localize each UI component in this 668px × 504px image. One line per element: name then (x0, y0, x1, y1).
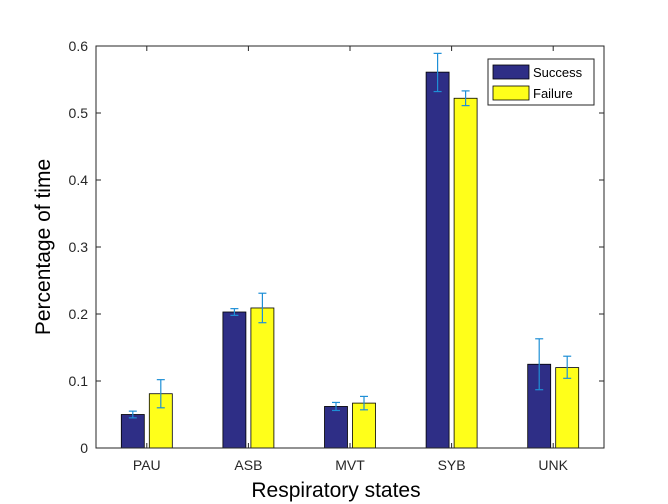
x-tick-label: ASB (234, 457, 262, 473)
y-tick-label: 0 (80, 440, 88, 456)
bar-success-mvt (324, 406, 348, 449)
y-tick-label: 0.3 (69, 239, 89, 255)
plot-area (96, 46, 604, 448)
legend: Success Failure (487, 58, 595, 106)
bar-failure-asb (250, 307, 275, 449)
y-axis: 0 0.1 0.2 0.3 0.4 0.5 0.6 (69, 38, 604, 456)
x-tick-label: PAU (133, 457, 161, 473)
x-tick-label: UNK (538, 457, 568, 473)
legend-swatch-success (492, 64, 530, 80)
y-tick-label: 0.2 (69, 306, 89, 322)
bar-failure-syb (453, 97, 478, 449)
bars-group (120, 71, 580, 449)
legend-label-success: Success (533, 65, 583, 80)
error-bars-group (128, 52, 572, 419)
x-tick-label: SYB (438, 457, 466, 473)
legend-label-failure: Failure (533, 86, 573, 101)
bar-success-pau (120, 414, 145, 449)
legend-swatch-failure (492, 85, 530, 101)
y-axis-label: Percentage of time (32, 159, 55, 335)
bar-failure-unk (555, 367, 580, 449)
y-tick-label: 0.6 (69, 38, 89, 54)
x-axis-label: Respiratory states (251, 479, 420, 502)
x-axis: PAU ASB MVT SYB UNK (133, 46, 569, 473)
y-tick-label: 0.4 (69, 172, 89, 188)
y-tick-label: 0.5 (69, 105, 89, 121)
bar-success-syb (425, 71, 450, 449)
x-tick-label: MVT (335, 457, 365, 473)
y-tick-label: 0.1 (69, 373, 89, 389)
bar-success-asb (222, 311, 247, 449)
